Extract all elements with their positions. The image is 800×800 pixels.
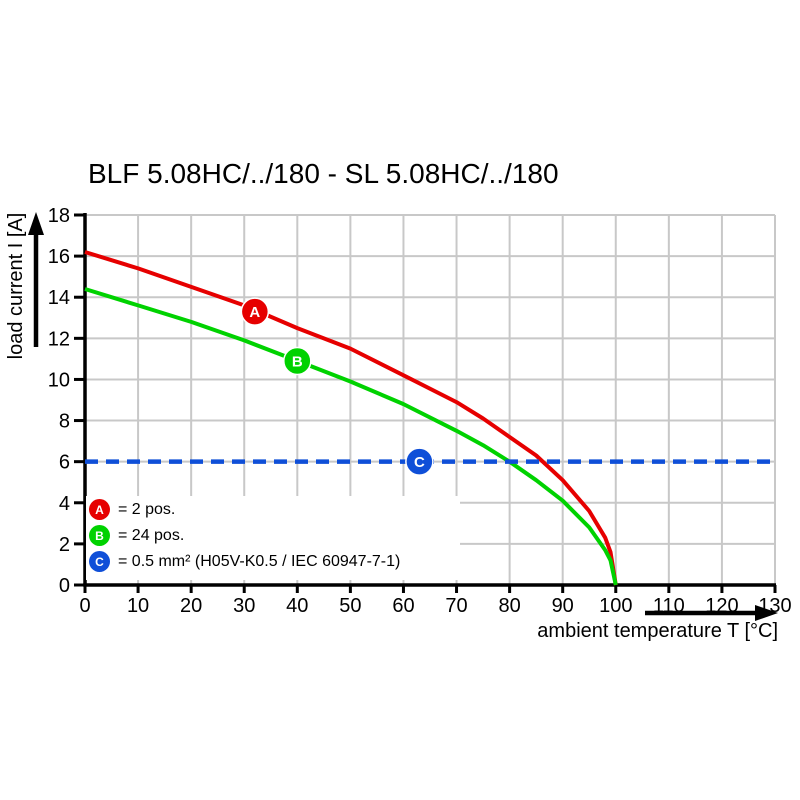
y-tick-label: 14 [48, 287, 70, 309]
curve-b [84, 287, 618, 586]
y-tick-label: 8 [59, 411, 70, 433]
x-tick-label: 30 [233, 595, 255, 617]
marker-b-icon [283, 346, 312, 376]
y-axis-arrow-icon [28, 212, 44, 347]
x-tick-label: 120 [705, 595, 738, 617]
x-tick-label: 40 [286, 595, 308, 617]
x-axis-label: ambient temperature T [°C] [537, 620, 778, 642]
x-tick-label: 110 [653, 595, 685, 617]
x-tick-label: 70 [445, 595, 467, 617]
marker-letter-b: B [292, 353, 303, 370]
y-tick-label: 16 [48, 246, 70, 268]
y-axis-label: load current I [A] [5, 212, 27, 360]
marker-letter-a: A [249, 304, 260, 321]
legend-label-c: = 0.5 mm² (H05V-K0.5 / IEC 60947-7-1) [118, 552, 401, 570]
y-tick-label: 0 [59, 575, 70, 597]
marker-a-icon [240, 297, 270, 326]
curve-a [84, 250, 618, 586]
x-axis-arrow-icon [645, 605, 778, 621]
x-tick-label: 130 [758, 595, 791, 617]
x-tick-label: 60 [392, 595, 414, 617]
y-tick-label: 18 [48, 205, 70, 227]
y-tick-label: 12 [48, 328, 70, 350]
legend-marker-a-icon: A [89, 499, 110, 520]
x-tick-label: 50 [339, 595, 361, 617]
y-tick-label: 4 [59, 493, 70, 515]
y-tick-label: 10 [48, 369, 70, 391]
x-tick-label: 100 [599, 595, 632, 617]
x-tick-label: 0 [79, 595, 90, 617]
x-tick-label: 80 [498, 595, 520, 617]
legend-marker-c-icon: C [89, 551, 110, 572]
legend-item-b: B = 24 pos. [86, 523, 460, 548]
legend-label-a: = 2 pos. [118, 500, 176, 518]
marker-c-icon [405, 447, 434, 476]
chart-title: BLF 5.08HC/../180 - SL 5.08HC/../180 [88, 158, 559, 189]
marker-letter-c: C [414, 454, 425, 471]
y-tick-label: 6 [59, 452, 70, 474]
legend: A = 2 pos. B = 24 pos. C = 0.5 mm² (H05V… [86, 496, 460, 580]
y-tick-label: 2 [59, 534, 70, 556]
legend-marker-b-icon: B [89, 525, 110, 546]
legend-item-c: C = 0.5 mm² (H05V-K0.5 / IEC 60947-7-1) [86, 549, 460, 574]
x-tick-label: 90 [552, 595, 574, 617]
legend-label-b: = 24 pos. [118, 526, 185, 544]
x-tick-label: 20 [180, 595, 202, 617]
x-tick-label: 10 [127, 595, 149, 617]
legend-item-a: A = 2 pos. [86, 497, 460, 522]
